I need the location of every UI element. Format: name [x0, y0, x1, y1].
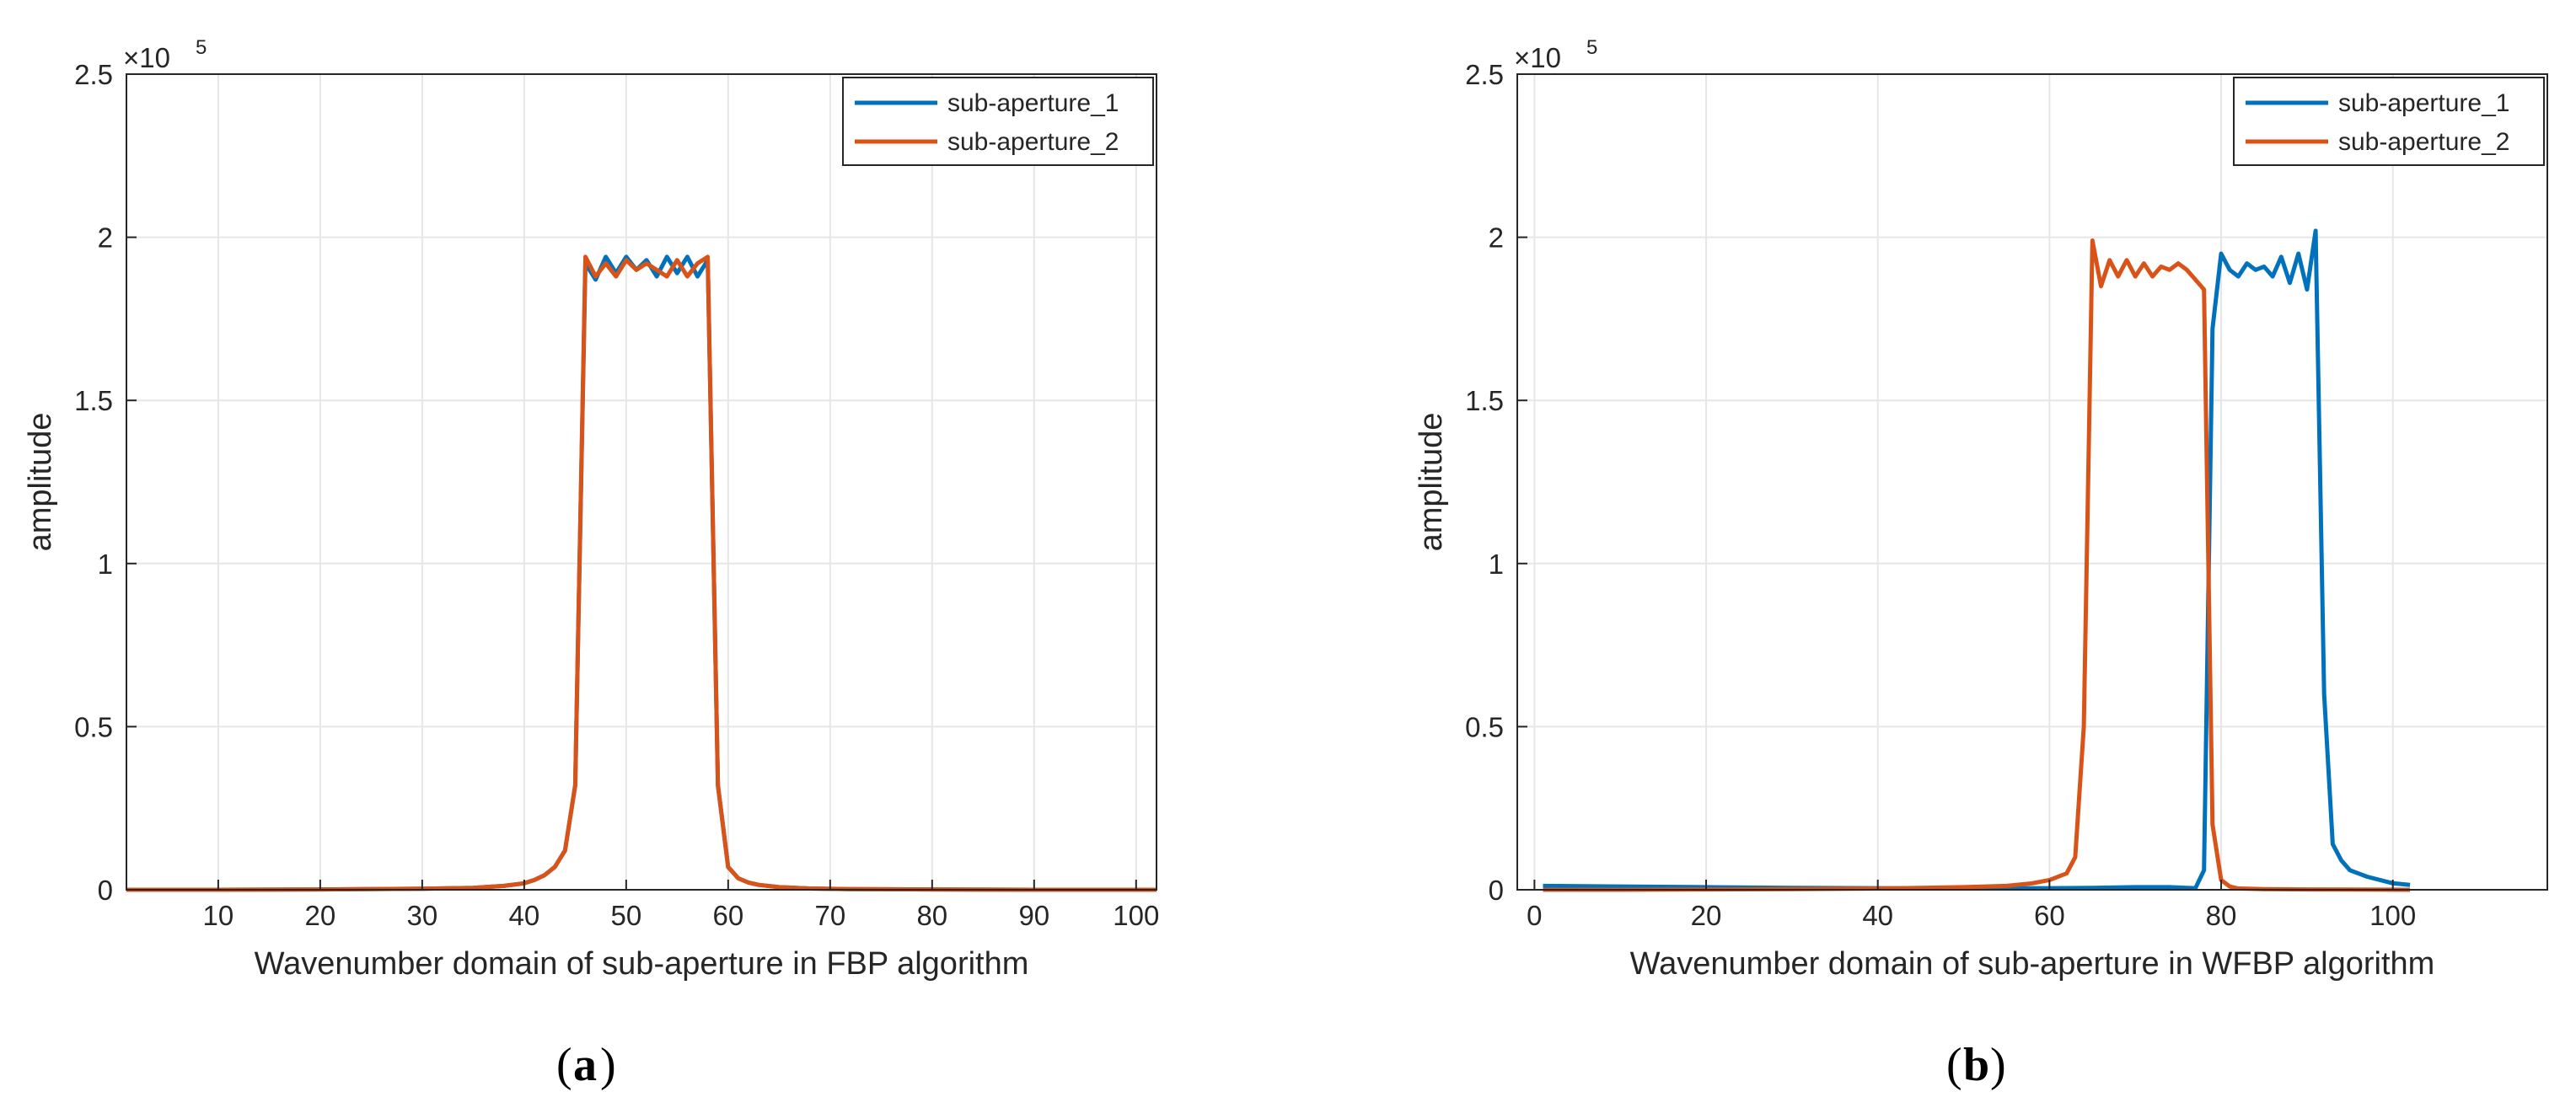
tick-marks: [1517, 73, 2394, 891]
chart-panel-b: 0 20 40 60 80 100 0 0.5 1 1.5 2 2.5 Wavenumber doma…: [1414, 36, 2548, 1091]
axes-box: [1516, 73, 2548, 891]
chart-panel-a: 10 20 30 40 50 60 70 80 90 100 0 0.5 1 1.5 2 2.5 Wavenu…: [23, 36, 1159, 1091]
x-tick-label: 40: [509, 900, 540, 931]
x-tick-label: 60: [2034, 900, 2065, 931]
x-tick-label: 20: [305, 900, 336, 931]
x-tick-label: 10: [203, 900, 234, 931]
y-tick-label: 0.5: [1465, 711, 1504, 742]
panel-caption-a: a: [573, 1039, 597, 1091]
caption-open-paren: (: [1946, 1039, 1962, 1091]
legend-box: [842, 77, 1154, 166]
y-tick-label: 2: [1489, 222, 1504, 254]
caption-open-paren: (: [556, 1039, 572, 1091]
exponent-base: ×10: [123, 42, 170, 73]
caption-close-paren: ): [600, 1039, 616, 1091]
y-tick-label: 2.5: [1465, 59, 1504, 90]
exponent-power: 5: [1586, 36, 1597, 59]
tick-marks: [126, 73, 1137, 891]
x-axis-label: Wavenumber domain of sub-aperture in WFB…: [1630, 946, 2435, 982]
panel-caption-b: b: [1963, 1039, 1989, 1091]
x-tick-label: 60: [712, 900, 743, 931]
legend-box: [2233, 77, 2545, 166]
caption-close-paren: ): [1990, 1039, 2006, 1091]
x-tick-label: 70: [814, 900, 845, 931]
series-lines: [126, 254, 1157, 892]
y-tick-label: 2: [98, 222, 113, 254]
legend[interactable]: sub-aperture_1 sub-aperture_2: [2233, 77, 2545, 166]
axes-box: [126, 73, 1157, 891]
series-lines: [1543, 228, 2411, 892]
y-axis-label: amplitude: [1414, 413, 1449, 552]
x-tick-label: 80: [916, 900, 947, 931]
x-tick-label: 40: [1862, 900, 1893, 931]
series-line-sub-aperture-2: [1543, 238, 2411, 892]
x-tick-label: 90: [1018, 900, 1049, 931]
y-tick-label: 1: [1489, 549, 1504, 580]
y-axis-label: amplitude: [23, 413, 58, 552]
x-tick-label: 100: [1113, 900, 1159, 931]
tick-labels: 10 20 30 40 50 60 70 80 90 100 0 0.5 1 1.5 2 2.5: [74, 59, 1159, 931]
x-axis-label: Wavenumber domain of sub-aperture in FBP…: [255, 946, 1029, 982]
y-exponent-label: ×10 5: [123, 36, 207, 73]
x-tick-label: 20: [1691, 900, 1722, 931]
y-tick-label: 0: [1489, 875, 1504, 906]
y-tick-label: 2.5: [74, 59, 113, 90]
exponent-power: 5: [196, 36, 207, 59]
legend-label-sub-aperture-1: sub-aperture_1: [947, 89, 1119, 117]
x-tick-label: 50: [610, 900, 641, 931]
legend-label-sub-aperture-2: sub-aperture_2: [947, 128, 1119, 156]
y-tick-label: 1.5: [1465, 385, 1504, 416]
legend[interactable]: sub-aperture_1 sub-aperture_2: [842, 77, 1154, 166]
legend-label-sub-aperture-1: sub-aperture_1: [2338, 89, 2509, 117]
y-tick-label: 1.5: [74, 385, 113, 416]
y-tick-label: 0.5: [74, 711, 113, 742]
plot-area: [1517, 74, 2547, 890]
x-tick-label: 0: [1527, 900, 1542, 931]
y-exponent-label: ×10 5: [1514, 36, 1597, 73]
series-line-sub-aperture-2: [126, 254, 1157, 892]
y-tick-label: 0: [98, 875, 113, 906]
tick-labels: 0 20 40 60 80 100 0 0.5 1 1.5 2 2.5: [1465, 59, 2416, 931]
legend-label-sub-aperture-2: sub-aperture_2: [2338, 128, 2509, 156]
x-tick-label: 100: [2369, 900, 2416, 931]
x-tick-label: 80: [2206, 900, 2237, 931]
exponent-base: ×10: [1514, 42, 1561, 73]
plot-area: [126, 74, 1157, 890]
x-tick-label: 30: [407, 900, 438, 931]
y-tick-label: 1: [98, 549, 113, 580]
